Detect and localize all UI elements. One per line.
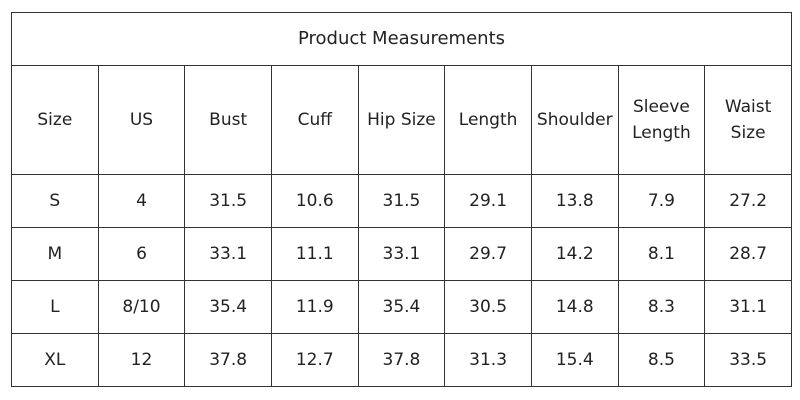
cell: 31.1 bbox=[704, 280, 792, 334]
column-header: Sleeve Length bbox=[617, 65, 706, 175]
cell: 27.2 bbox=[704, 174, 792, 228]
table-container: Product Measurements Size US Bust Cuff Hip Si… bbox=[11, 12, 792, 387]
column-header: Waist Size bbox=[704, 65, 792, 175]
cell: 4 bbox=[97, 174, 186, 228]
data-row: M 6 33.1 11.1 33.1 29.7 14.2 8.1 28.7 bbox=[11, 227, 792, 281]
cell: 13.8 bbox=[530, 174, 619, 228]
cell: 33.1 bbox=[357, 227, 446, 281]
cell: 7.9 bbox=[617, 174, 706, 228]
cell: 33.1 bbox=[184, 227, 272, 281]
column-header: Shoulder bbox=[530, 65, 619, 175]
cell: 37.8 bbox=[357, 333, 446, 387]
cell: XL bbox=[11, 333, 99, 387]
cell: 35.4 bbox=[184, 280, 272, 334]
column-header: Cuff bbox=[270, 65, 359, 175]
table-title: Product Measurements bbox=[11, 12, 792, 66]
title-row: Product Measurements bbox=[11, 12, 792, 66]
cell: 28.7 bbox=[704, 227, 792, 281]
cell: 31.3 bbox=[444, 333, 532, 387]
cell: 15.4 bbox=[530, 333, 619, 387]
cell: 11.9 bbox=[270, 280, 359, 334]
cell: 8.3 bbox=[617, 280, 706, 334]
cell: 11.1 bbox=[270, 227, 359, 281]
column-header: Bust bbox=[184, 65, 272, 175]
cell: 12.7 bbox=[270, 333, 359, 387]
cell: 6 bbox=[97, 227, 186, 281]
cell: 31.5 bbox=[357, 174, 446, 228]
cell: 8/10 bbox=[97, 280, 186, 334]
cell: L bbox=[11, 280, 99, 334]
cell: 14.2 bbox=[530, 227, 619, 281]
column-header: Hip Size bbox=[357, 65, 446, 175]
data-row: S 4 31.5 10.6 31.5 29.1 13.8 7.9 27.2 bbox=[11, 174, 792, 228]
data-row: XL 12 37.8 12.7 37.8 31.3 15.4 8.5 33.5 bbox=[11, 333, 792, 387]
column-header: Length bbox=[444, 65, 532, 175]
cell: 29.1 bbox=[444, 174, 532, 228]
cell: 10.6 bbox=[270, 174, 359, 228]
cell: 35.4 bbox=[357, 280, 446, 334]
cell: 33.5 bbox=[704, 333, 792, 387]
cell: 8.1 bbox=[617, 227, 706, 281]
cell: 31.5 bbox=[184, 174, 272, 228]
column-header: Size bbox=[11, 65, 99, 175]
cell: 30.5 bbox=[444, 280, 532, 334]
data-row: L 8/10 35.4 11.9 35.4 30.5 14.8 8.3 31.1 bbox=[11, 280, 792, 334]
cell: 37.8 bbox=[184, 333, 272, 387]
cell: 14.8 bbox=[530, 280, 619, 334]
cell: 8.5 bbox=[617, 333, 706, 387]
cell: 12 bbox=[97, 333, 186, 387]
header-row: Size US Bust Cuff Hip Size Length Shoulder Slee… bbox=[11, 65, 792, 175]
measurement-table: Product Measurements Size US Bust Cuff Hip Si… bbox=[11, 12, 792, 387]
cell: S bbox=[11, 174, 99, 228]
cell: M bbox=[11, 227, 99, 281]
cell: 29.7 bbox=[444, 227, 532, 281]
column-header: US bbox=[97, 65, 186, 175]
